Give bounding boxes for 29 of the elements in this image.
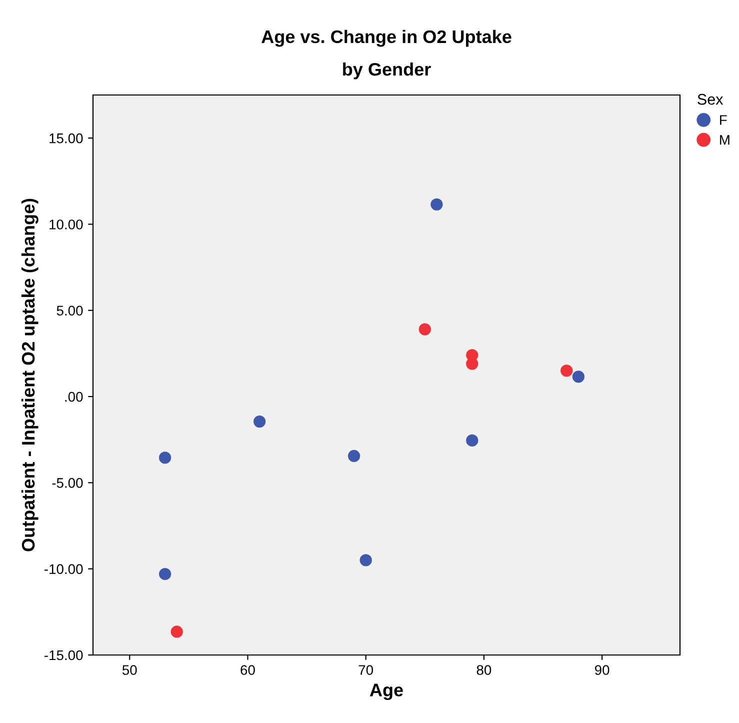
point: [158, 452, 172, 464]
legend-label: F: [720, 115, 727, 125]
point: [430, 198, 443, 210]
y-tick-label: 10.00: [50, 220, 83, 230]
x-tick-label: 80: [476, 665, 492, 675]
y-tick-label: -10.00: [44, 564, 83, 574]
point: [572, 370, 584, 383]
x-tick-label: 90: [594, 665, 610, 675]
x-axis-title: Age: [370, 684, 403, 700]
y-tick-label: -5.00: [52, 478, 83, 488]
chart-title: Age vs. Change in O2 Uptake by Gender: [262, 30, 512, 80]
point: [466, 434, 478, 447]
x-tick-label: 70: [358, 665, 374, 675]
point: [170, 626, 183, 638]
point: [158, 568, 172, 580]
point: [253, 415, 266, 428]
x-tick-label: 60: [240, 665, 255, 675]
x-tick-label: 50: [122, 665, 137, 675]
y-tick-label: -15.00: [44, 650, 83, 660]
y-tick-label: .00: [65, 392, 83, 402]
legend-label: M: [720, 135, 730, 145]
y-tick-label: 15.00: [50, 133, 83, 144]
point: [560, 364, 573, 377]
point: [360, 554, 372, 566]
point: [418, 323, 431, 336]
y-axis-title: Outpatient - Inpatient O2 uptake (change): [21, 198, 38, 552]
legend-title: Sex: [698, 94, 724, 105]
y-tick-label: 5.00: [56, 306, 83, 316]
point: [348, 450, 360, 462]
